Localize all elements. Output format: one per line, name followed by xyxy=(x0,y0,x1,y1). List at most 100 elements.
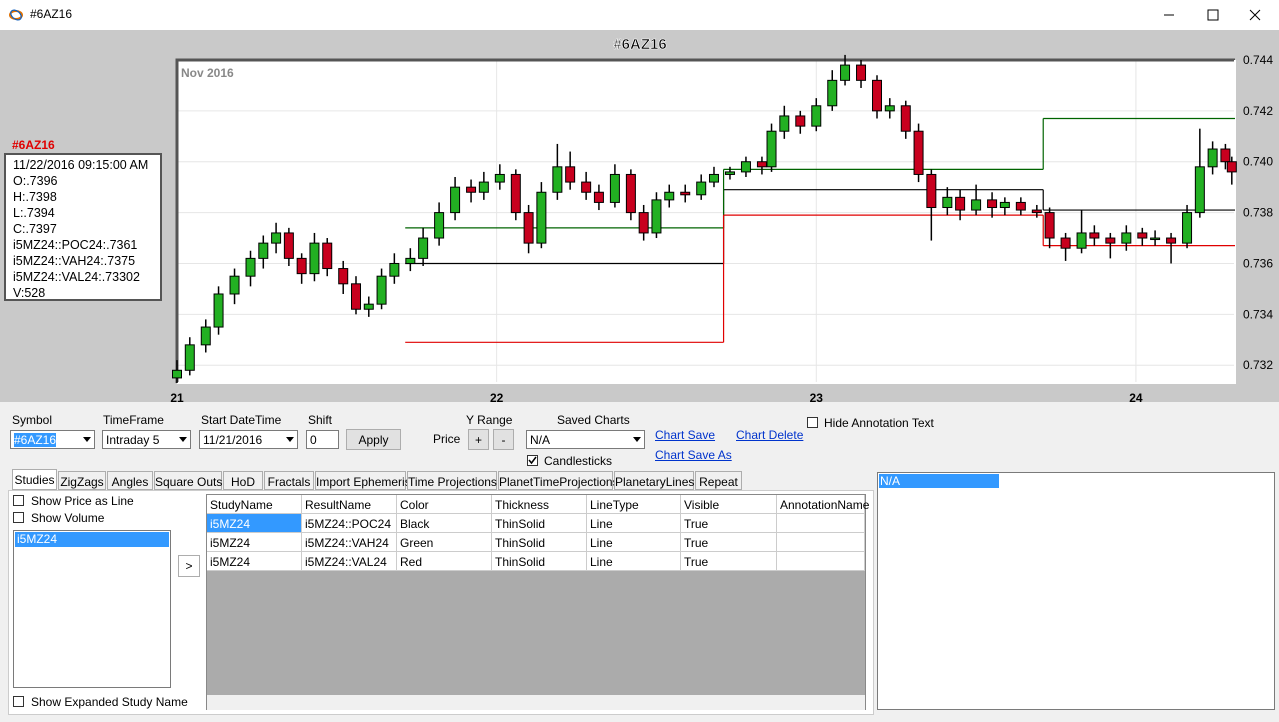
cell[interactable]: Black xyxy=(397,514,492,533)
cell[interactable] xyxy=(777,552,865,571)
cell[interactable]: i5MZ24 xyxy=(207,552,302,571)
link[interactable]: Chart Save xyxy=(655,428,716,442)
cell[interactable]: Green xyxy=(397,533,492,552)
cell[interactable]: Line xyxy=(587,514,681,533)
cell[interactable]: ThinSolid xyxy=(492,533,587,552)
tab[interactable]: PlanetTimeProjections xyxy=(498,471,619,490)
checkbox[interactable] xyxy=(807,417,818,428)
tab[interactable]: ZigZags xyxy=(58,471,106,490)
cell[interactable]: i5MZ24::VAH24 xyxy=(302,533,397,552)
candle-body xyxy=(309,242,320,275)
candle-body xyxy=(971,199,982,211)
cell[interactable]: ThinSolid xyxy=(492,514,587,533)
column-header: Thickness xyxy=(492,495,587,514)
shift-input[interactable]: 0 xyxy=(306,430,339,449)
scrollbar[interactable] xyxy=(207,695,865,710)
candle-body xyxy=(1031,209,1042,214)
candle xyxy=(338,260,349,294)
checkbox[interactable] xyxy=(13,696,24,707)
candle-body xyxy=(593,191,604,203)
window-controls[interactable] xyxy=(1150,0,1279,30)
cell[interactable]: i5MZ24::POC24 xyxy=(302,514,397,533)
cell[interactable]: Line xyxy=(587,533,681,552)
candle-body xyxy=(1194,166,1205,214)
candle xyxy=(795,110,806,134)
cell[interactable]: i5MZ24::VAL24 xyxy=(302,552,397,571)
candle-body xyxy=(350,283,361,310)
saved-charts-dropdown[interactable]: N/A xyxy=(526,430,645,449)
tab[interactable]: Studies xyxy=(12,469,57,490)
cell[interactable]: i5MZ24 xyxy=(207,514,302,533)
link[interactable]: Chart Delete xyxy=(736,428,804,442)
symbol-dropdown[interactable]: #6AZ16 xyxy=(10,430,95,449)
timeframe-dropdown[interactable]: Intraday 5 xyxy=(102,430,191,449)
value: N/A xyxy=(530,433,551,447)
candle xyxy=(213,286,224,335)
candle xyxy=(309,232,320,282)
label: Start DateTime xyxy=(201,413,282,427)
candle-body xyxy=(856,64,867,81)
candle-body xyxy=(740,161,751,173)
candle xyxy=(987,192,998,218)
candle-body xyxy=(1105,237,1116,244)
candle-body xyxy=(942,196,953,209)
candle-body xyxy=(779,115,790,132)
cell[interactable] xyxy=(777,514,865,533)
candle xyxy=(565,151,576,190)
tab[interactable]: Angles xyxy=(107,471,153,490)
info-line: 11/22/2016 09:15:00 AM xyxy=(13,158,149,172)
minus-button[interactable]: - xyxy=(493,429,514,450)
y-tick-label: 0.732 xyxy=(1243,358,1273,372)
candle xyxy=(1226,156,1237,185)
candle-body xyxy=(884,105,895,112)
tab[interactable]: HoD xyxy=(223,471,263,490)
checkbox[interactable] xyxy=(527,455,538,466)
info-line: L:.7394 xyxy=(13,206,55,220)
tab[interactable]: Repeat xyxy=(695,471,742,490)
tab[interactable]: Fractals xyxy=(264,471,314,490)
candle xyxy=(434,202,445,246)
tab[interactable]: Import Ephemeris xyxy=(315,471,411,490)
candle xyxy=(552,143,563,200)
candle-body xyxy=(708,173,719,183)
cell[interactable]: i5MZ24 xyxy=(207,533,302,552)
candle-body xyxy=(795,115,806,127)
cell[interactable]: True xyxy=(681,533,777,552)
cell[interactable]: Line xyxy=(587,552,681,571)
list-item[interactable]: i5MZ24 xyxy=(15,532,169,547)
cell[interactable]: Red xyxy=(397,552,492,571)
info-line: C:.7397 xyxy=(13,222,57,236)
y-tick-label: 0.744 xyxy=(1243,53,1273,67)
candle xyxy=(840,54,851,86)
checkbox[interactable] xyxy=(13,495,24,506)
candle xyxy=(1089,225,1100,246)
annotation-list[interactable]: N/A xyxy=(877,472,1275,710)
start-date-picker[interactable]: 11/21/2016 xyxy=(199,430,298,449)
apply-button[interactable]: Apply xyxy=(346,429,401,450)
plus-button[interactable]: + xyxy=(468,429,489,450)
candle xyxy=(376,268,387,310)
y-tick-label: 0.736 xyxy=(1243,256,1273,270)
candle xyxy=(466,179,477,203)
x-tick-label: 23 xyxy=(810,391,824,405)
candle xyxy=(1121,225,1132,251)
move-button[interactable]: > xyxy=(178,555,200,577)
tab[interactable]: Square Outs xyxy=(154,471,222,490)
candle-body xyxy=(696,181,707,196)
candle xyxy=(581,171,592,200)
candle-body xyxy=(1182,212,1193,244)
candle-body xyxy=(363,303,374,310)
list-item[interactable]: N/A xyxy=(879,474,999,488)
link[interactable]: Chart Save As xyxy=(655,448,732,462)
label: TimeFrame xyxy=(103,413,164,427)
checkbox[interactable] xyxy=(13,512,24,523)
candle xyxy=(418,227,429,267)
cell[interactable]: True xyxy=(681,552,777,571)
study-list[interactable]: i5MZ24 xyxy=(13,530,171,688)
tab[interactable]: Time Projections xyxy=(407,471,497,490)
cell[interactable]: True xyxy=(681,514,777,533)
candle xyxy=(363,296,374,317)
cell[interactable]: ThinSolid xyxy=(492,552,587,571)
cell[interactable] xyxy=(777,533,865,552)
tab[interactable]: PlanetaryLines xyxy=(614,471,694,490)
